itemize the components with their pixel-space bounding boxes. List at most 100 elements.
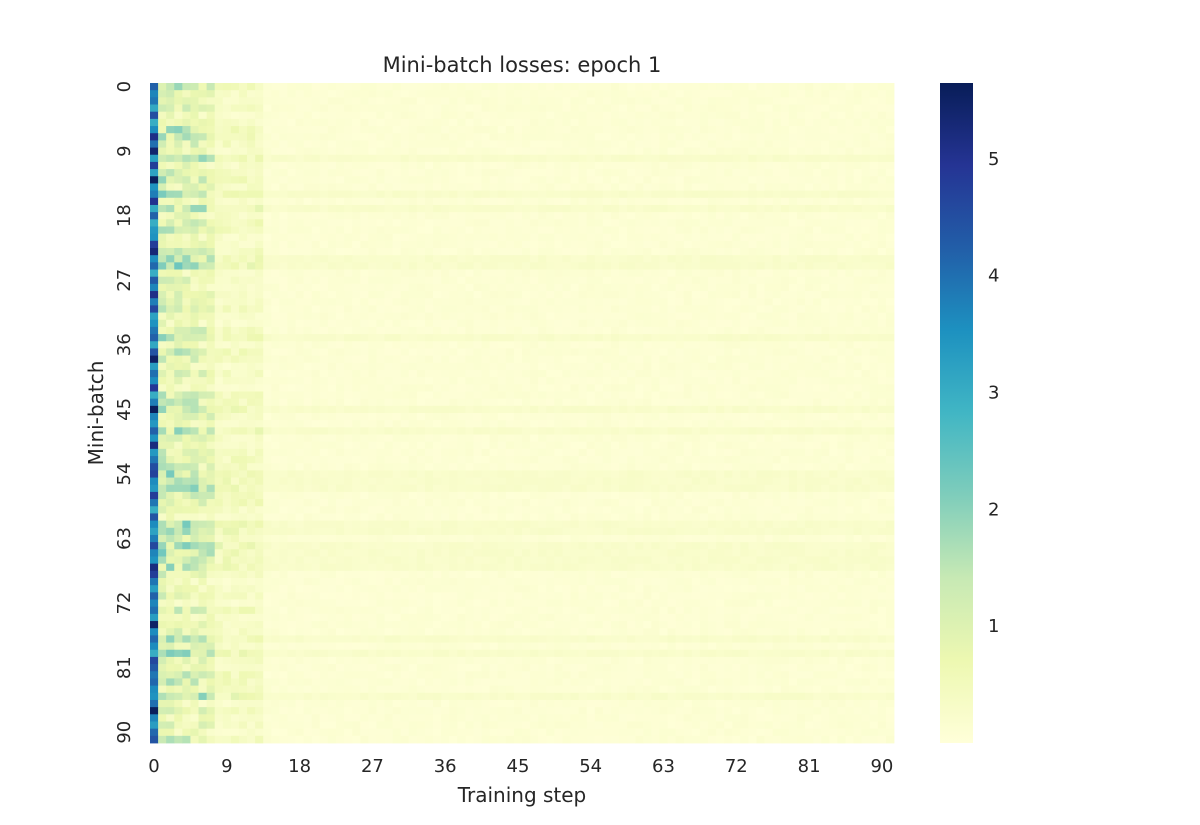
heatmap-cell — [877, 190, 887, 199]
heatmap-cell — [384, 298, 394, 306]
heatmap-cell — [263, 420, 272, 428]
heatmap-cell — [449, 154, 458, 163]
heatmap-cell — [158, 111, 167, 120]
heatmap-cell — [174, 154, 183, 163]
heatmap-cell — [853, 463, 863, 471]
heatmap-cell — [287, 398, 296, 407]
heatmap-cell — [708, 312, 717, 321]
heatmap-cell — [602, 405, 612, 414]
heatmap-cell — [869, 126, 879, 134]
heatmap-cell — [837, 262, 846, 270]
heatmap-cell — [392, 90, 402, 98]
heatmap-cell — [869, 369, 879, 378]
heatmap-cell — [724, 377, 733, 385]
heatmap-cell — [659, 463, 668, 471]
heatmap-cell — [724, 197, 733, 206]
heatmap-cell — [546, 341, 555, 349]
heatmap-cell — [522, 255, 531, 263]
heatmap-cell — [877, 283, 887, 292]
heatmap-cell — [255, 212, 264, 220]
heatmap-cell — [384, 111, 394, 120]
heatmap-cell — [683, 83, 693, 91]
heatmap-cell — [554, 212, 563, 220]
heatmap-cell — [360, 420, 369, 428]
heatmap-cell — [869, 276, 879, 285]
heatmap-cell — [708, 226, 717, 235]
heatmap-cell — [263, 427, 272, 435]
heatmap-cell — [538, 248, 547, 256]
heatmap-cell — [376, 427, 385, 435]
heatmap-cell — [578, 427, 588, 435]
heatmap-cell — [206, 240, 216, 249]
heatmap-cell — [150, 90, 159, 98]
heatmap-cell — [255, 226, 264, 235]
heatmap-cell — [247, 276, 256, 285]
heatmap-cell — [675, 448, 685, 457]
heatmap-cell — [263, 90, 272, 98]
heatmap-cell — [158, 140, 167, 148]
heatmap-cell — [610, 434, 620, 443]
heatmap-cell — [449, 420, 458, 428]
heatmap-cell — [457, 140, 466, 148]
heatmap-cell — [788, 341, 798, 349]
heatmap-cell — [643, 133, 652, 141]
heatmap-cell — [150, 118, 159, 127]
heatmap-cell — [190, 255, 199, 263]
heatmap-cell — [400, 456, 410, 464]
heatmap-cell — [489, 413, 499, 421]
heatmap-cell — [279, 126, 288, 134]
heatmap-cell — [885, 126, 895, 134]
heatmap-cell — [610, 83, 620, 91]
heatmap-cell — [796, 369, 806, 378]
heatmap-cell — [837, 176, 846, 184]
heatmap-cell — [198, 398, 208, 407]
heatmap-cell — [473, 226, 482, 235]
heatmap-cell — [166, 448, 175, 457]
heatmap-cell — [166, 441, 175, 450]
heatmap-cell — [610, 413, 620, 421]
heatmap-cell — [724, 384, 733, 392]
heatmap-cell — [368, 248, 377, 256]
heatmap-cell — [651, 326, 660, 335]
heatmap-cell — [360, 362, 369, 371]
heatmap-cell — [699, 154, 709, 163]
heatmap-cell — [465, 348, 474, 356]
heatmap-cell — [586, 176, 596, 184]
heatmap-cell — [352, 305, 361, 313]
heatmap-cell — [400, 391, 410, 400]
heatmap-cell — [150, 147, 159, 156]
heatmap-cell — [319, 420, 329, 428]
heatmap-cell — [683, 427, 693, 435]
heatmap-cell — [182, 97, 191, 105]
heatmap-cell — [570, 341, 580, 349]
heatmap-cell — [570, 384, 580, 392]
heatmap-cell — [813, 463, 822, 471]
heatmap-cell — [376, 240, 385, 249]
heatmap-cell — [546, 405, 555, 414]
heatmap-cell — [675, 405, 685, 414]
heatmap-cell — [158, 291, 167, 299]
heatmap-cell — [360, 140, 369, 148]
heatmap-cell — [513, 456, 523, 464]
heatmap-cell — [408, 434, 418, 443]
heatmap-cell — [716, 427, 725, 435]
heatmap-cell — [829, 190, 838, 199]
heatmap-cell — [279, 312, 288, 321]
heatmap-cell — [610, 298, 620, 306]
heatmap-cell — [287, 147, 296, 156]
heatmap-cell — [716, 405, 725, 414]
heatmap-cell — [327, 204, 337, 213]
heatmap-cell — [853, 104, 863, 113]
heatmap-cell — [238, 190, 248, 199]
heatmap-cell — [724, 463, 733, 471]
heatmap-cell — [772, 154, 782, 163]
heatmap-cell — [546, 334, 555, 342]
heatmap-cell — [489, 118, 499, 127]
heatmap-cell — [384, 434, 394, 443]
heatmap-cell — [441, 176, 450, 184]
heatmap-cell — [352, 448, 361, 457]
heatmap-cell — [716, 104, 725, 113]
heatmap-cell — [344, 470, 353, 478]
heatmap-cell — [465, 305, 474, 313]
heatmap-cell — [505, 420, 515, 428]
